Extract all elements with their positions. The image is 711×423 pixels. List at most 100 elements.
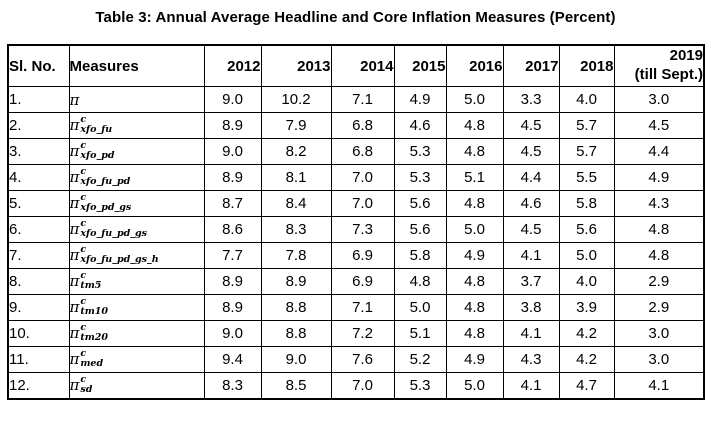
value-cell: 5.6 (393, 216, 447, 243)
value-cell: 7.3 (330, 216, 395, 243)
sl-no-cell: 9. (7, 294, 70, 321)
pi-symbol: π (69, 272, 80, 290)
table-body: 1. π 9.0 10.2 7.1 4.9 5.0 3.3 4.0 3.0 2. π c xfo_fu 8.… (7, 86, 705, 400)
value-cell: 9.0 (203, 138, 262, 165)
value-cell: 7.2 (330, 320, 395, 347)
measure-cell: π c tm20 (68, 320, 205, 347)
superscript: c (80, 270, 87, 282)
value-cell: 8.3 (203, 372, 262, 400)
value-cell: 4.5 (502, 216, 560, 243)
sl-no-cell: 12. (7, 372, 70, 400)
value-cell: 4.4 (502, 164, 560, 191)
value-cell: 4.8 (393, 268, 447, 295)
sup-sub-stack: c xfo_fu (80, 115, 112, 135)
value-cell: 4.1 (613, 372, 705, 400)
superscript: c (80, 322, 87, 334)
value-cell: 5.3 (393, 138, 447, 165)
value-cell: 7.1 (330, 86, 395, 113)
value-cell: 8.3 (260, 216, 332, 243)
superscript: c (80, 348, 87, 360)
value-cell: 4.1 (502, 372, 560, 400)
superscript: c (80, 114, 87, 126)
subscript: xfo_fu_pd_gs_h (80, 254, 159, 266)
value-cell: 3.0 (613, 86, 705, 113)
sl-no-cell: 2. (7, 112, 70, 139)
sl-no-cell: 8. (7, 268, 70, 295)
value-cell: 4.9 (445, 346, 504, 373)
value-cell: 4.6 (393, 112, 447, 139)
value-cell: 5.2 (393, 346, 447, 373)
value-cell: 4.5 (502, 112, 560, 139)
pi-symbol: π (69, 324, 80, 342)
measure-cell: π c med (68, 346, 205, 373)
sup-sub-stack: c tm10 (80, 297, 108, 317)
sl-no-cell: 3. (7, 138, 70, 165)
table-row: 1. π 9.0 10.2 7.1 4.9 5.0 3.3 4.0 3.0 (7, 86, 705, 113)
value-cell: 9.0 (203, 320, 262, 347)
header-year-2015: 2015 (393, 44, 447, 87)
measure-cell: π c tm5 (68, 268, 205, 295)
header-2019: 2019 (till Sept.) (613, 44, 705, 87)
value-cell: 4.4 (613, 138, 705, 165)
pi-symbol: π (69, 246, 80, 264)
header-year-2018: 2018 (558, 44, 615, 87)
sl-no-cell: 10. (7, 320, 70, 347)
value-cell: 7.9 (260, 112, 332, 139)
superscript: c (80, 296, 87, 308)
sl-no-cell: 1. (7, 86, 70, 113)
value-cell: 3.0 (613, 320, 705, 347)
superscript: c (80, 166, 87, 178)
measure-cell: π c xfo_fu_pd_gs_h (68, 242, 205, 269)
table-row: 5. π c xfo_pd_gs 8.7 8.4 7.0 5.6 4.8 4.6 5.8 4.3 (7, 190, 705, 217)
sup-sub-stack: c sd (80, 375, 92, 395)
table-row: 12. π c sd 8.3 8.5 7.0 5.3 5.0 4.1 4.7 4.1 (7, 372, 705, 400)
subscript: xfo_fu_pd_gs (80, 228, 147, 240)
value-cell: 4.0 (558, 86, 615, 113)
table-row: 4. π c xfo_fu_pd 8.9 8.1 7.0 5.3 5.1 4.4 5.5 4.9 (7, 164, 705, 191)
pi-symbol: π (69, 376, 80, 394)
header-year-2012: 2012 (203, 44, 262, 87)
value-cell: 6.9 (330, 242, 395, 269)
subscript: xfo_fu (80, 124, 113, 136)
value-cell: 4.3 (502, 346, 560, 373)
pi-symbol: π (69, 142, 80, 160)
value-cell: 3.3 (502, 86, 560, 113)
value-cell: 4.2 (558, 346, 615, 373)
value-cell: 8.9 (203, 294, 262, 321)
measure-cell: π c xfo_fu_pd_gs (68, 216, 205, 243)
value-cell: 4.8 (445, 320, 504, 347)
header-measures: Measures (68, 44, 205, 87)
value-cell: 5.7 (558, 112, 615, 139)
value-cell: 4.8 (445, 138, 504, 165)
value-cell: 5.8 (558, 190, 615, 217)
pi-symbol: π (69, 350, 80, 368)
measure-cell: π c sd (68, 372, 205, 400)
value-cell: 4.8 (613, 216, 705, 243)
inflation-table: Sl. No. Measures 2012 2013 2014 2015 2016 201… (7, 44, 705, 400)
subscript: med (80, 358, 104, 370)
table-caption: Table 3: Annual Average Headline and Cor… (95, 9, 616, 26)
value-cell: 4.8 (445, 112, 504, 139)
superscript: c (80, 244, 87, 256)
subscript: tm10 (80, 306, 109, 318)
table-row: 10. π c tm20 9.0 8.8 7.2 5.1 4.8 4.1 4.2 3.0 (7, 320, 705, 347)
value-cell: 4.6 (502, 190, 560, 217)
value-cell: 2.9 (613, 268, 705, 295)
value-cell: 9.0 (203, 86, 262, 113)
superscript: c (80, 218, 87, 230)
pi-symbol: π (69, 116, 80, 134)
header-year-2016: 2016 (445, 44, 504, 87)
pi-symbol: π (69, 194, 80, 212)
value-cell: 3.9 (558, 294, 615, 321)
measure-cell: π c xfo_fu_pd (68, 164, 205, 191)
value-cell: 8.5 (260, 372, 332, 400)
value-cell: 4.1 (502, 242, 560, 269)
sup-sub-stack: c tm5 (80, 271, 101, 291)
table-row: 7. π c xfo_fu_pd_gs_h 7.7 7.8 6.9 5.8 4.9 4.1 5.0 4… (7, 242, 705, 269)
sup-sub-stack: c med (80, 349, 103, 369)
subscript: sd (80, 384, 93, 396)
header-2019-line1: 2019 (669, 47, 703, 65)
value-cell: 4.8 (445, 294, 504, 321)
value-cell: 7.8 (260, 242, 332, 269)
